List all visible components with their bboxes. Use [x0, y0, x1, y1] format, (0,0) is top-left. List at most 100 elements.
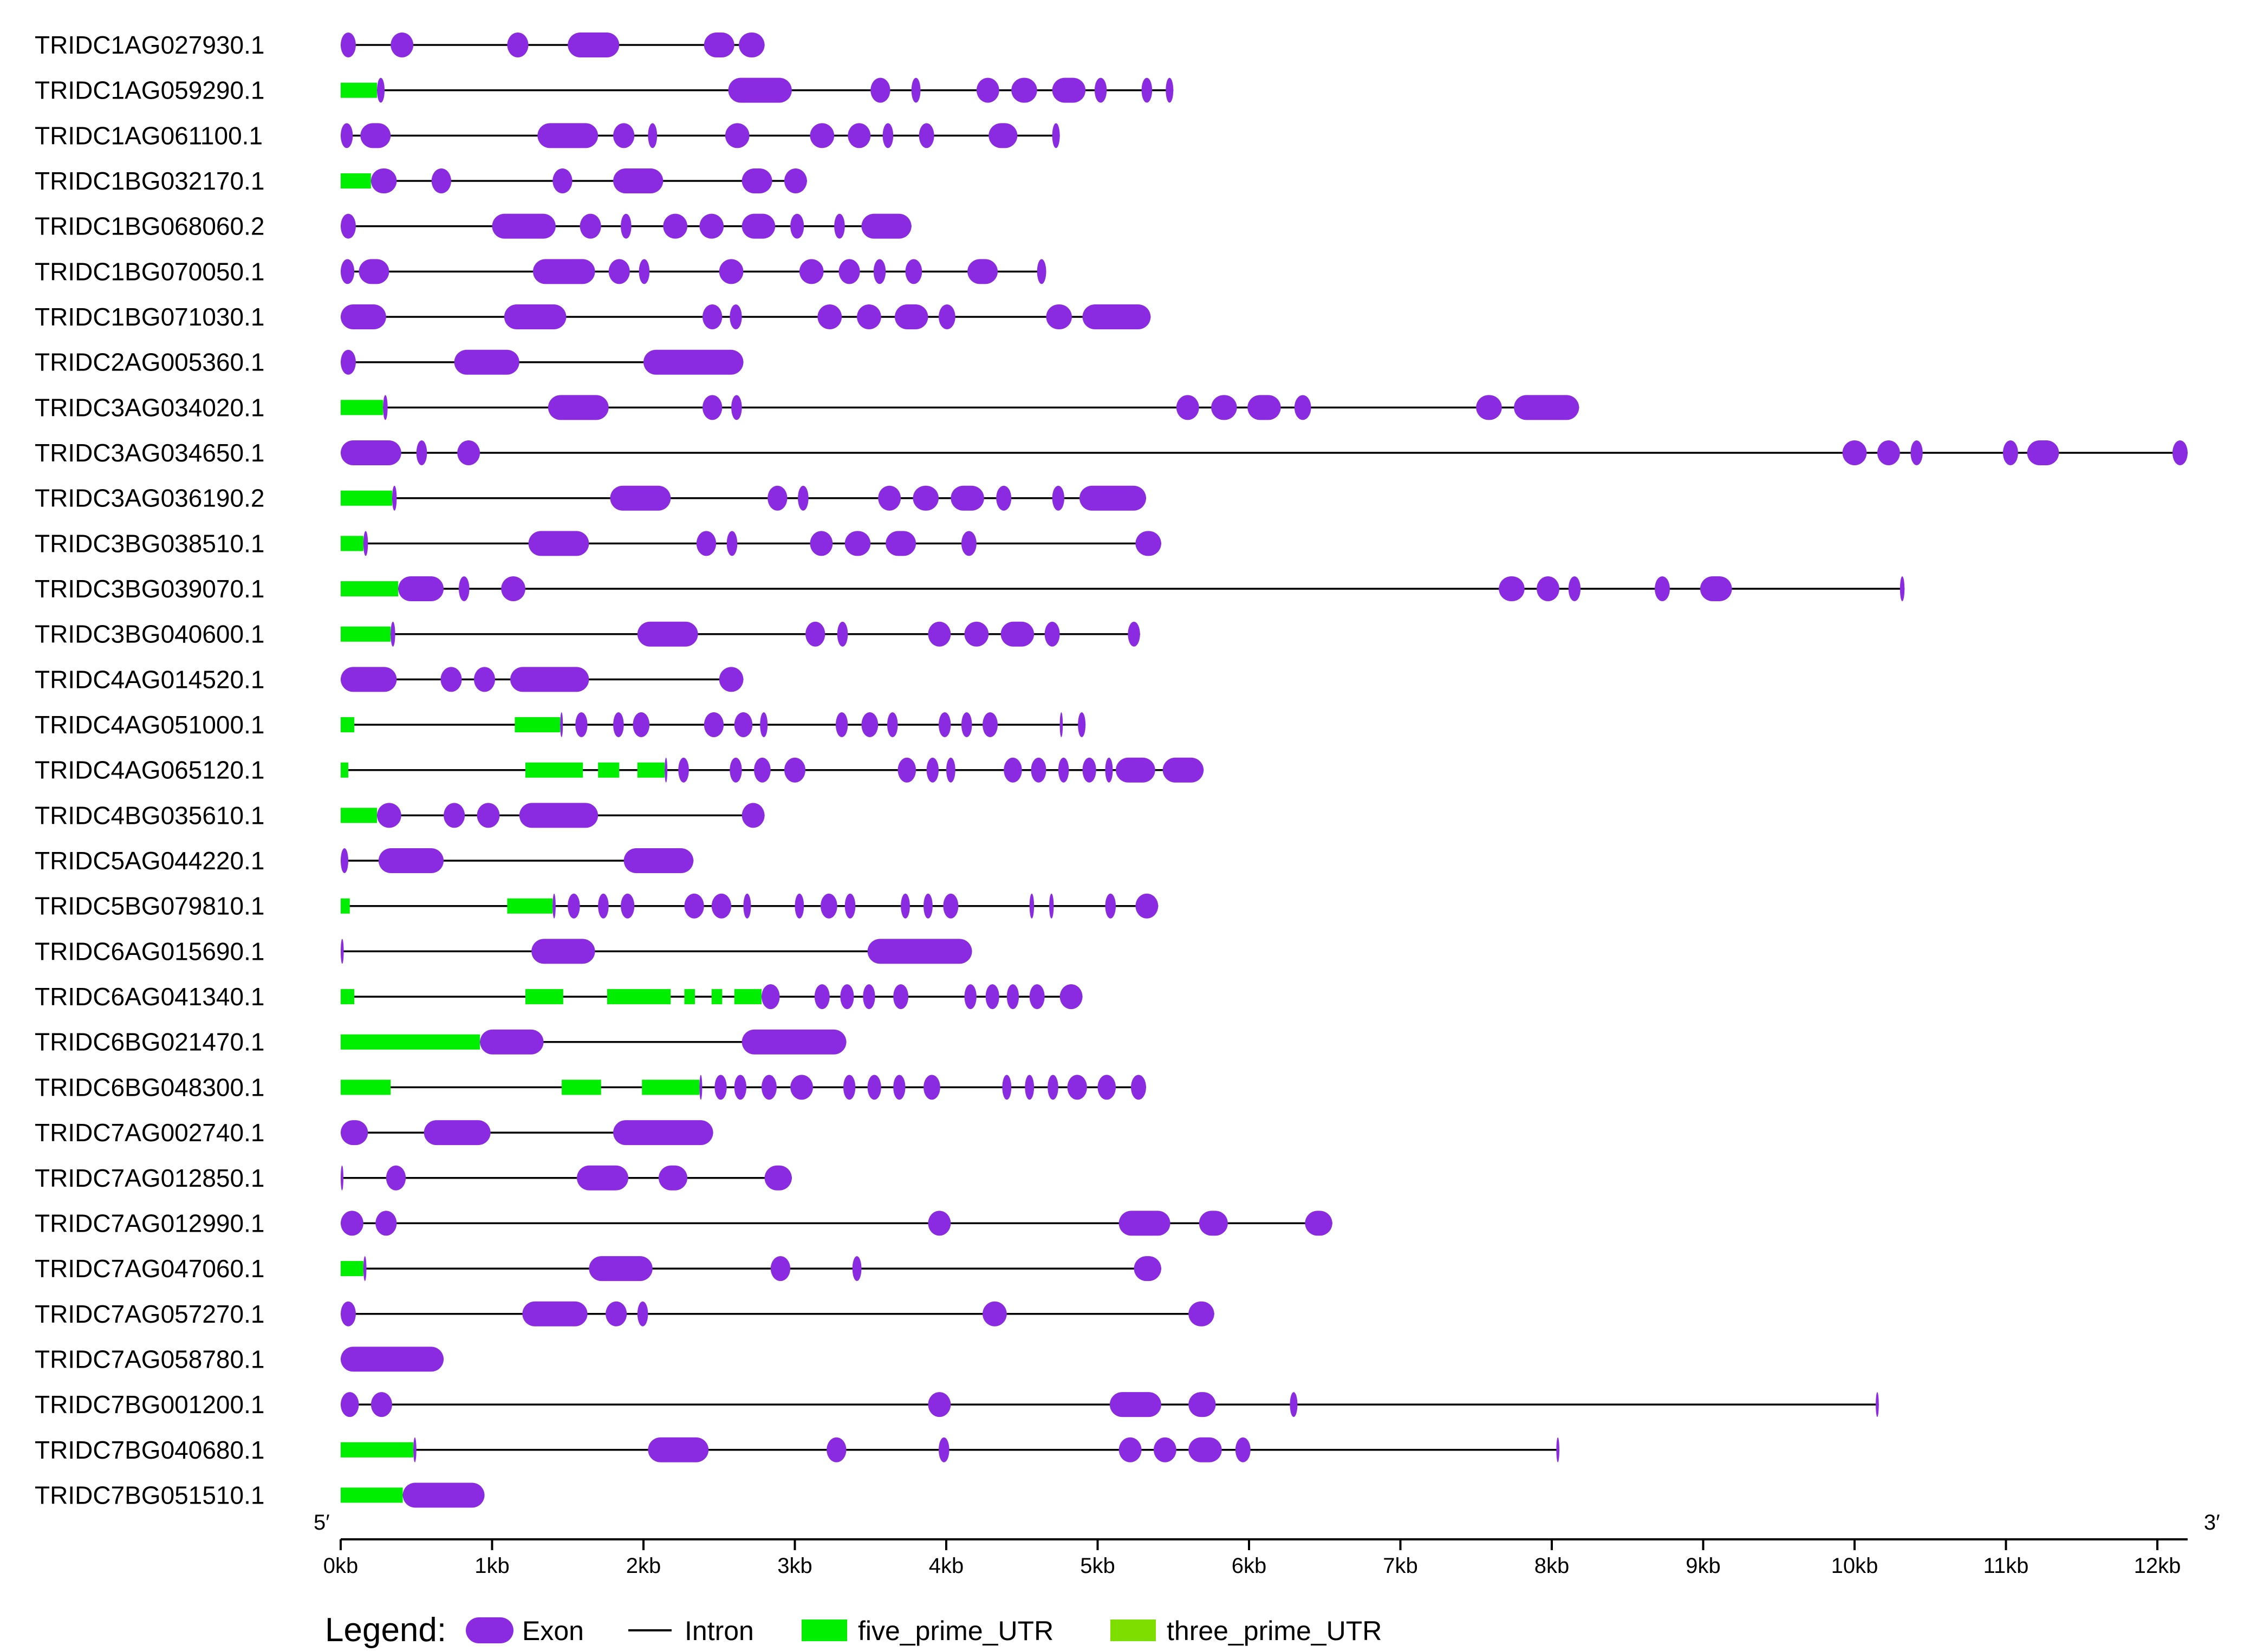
exon [1290, 1392, 1298, 1417]
gene-row: TRIDC1BG071030.1 [35, 303, 1151, 331]
exon [648, 1437, 709, 1462]
exon [1118, 1437, 1142, 1462]
axis-tick-label: 7kb [1383, 1554, 1418, 1578]
exon [1128, 621, 1140, 647]
exon [1078, 712, 1086, 738]
exon [341, 1120, 368, 1146]
exon [1556, 1437, 1559, 1462]
gene-row: TRIDC4AG065120.1 [35, 756, 1204, 784]
exon [878, 485, 901, 511]
exon [799, 259, 824, 284]
gene-row: TRIDC7BG051510.1 [35, 1481, 485, 1509]
exon [1046, 304, 1072, 330]
exon [1134, 1256, 1161, 1282]
exon [363, 531, 368, 556]
five-prime-utr [341, 989, 355, 1005]
gene-rows: TRIDC1AG027930.1 TRIDC1AG059290.1 TRIDC1AG… [35, 31, 2188, 1509]
exon [341, 939, 344, 964]
exon [964, 621, 989, 647]
exon [882, 123, 894, 148]
exon [532, 259, 595, 284]
exon [416, 440, 427, 466]
exon [810, 531, 833, 556]
exon [1211, 395, 1237, 420]
exon [1004, 757, 1022, 783]
five-prime-end-label: 5′ [314, 1511, 330, 1534]
five-prime-utr [341, 1079, 391, 1095]
gene-name-label: TRIDC3BG040600.1 [35, 620, 264, 648]
exon [742, 168, 772, 194]
exon [767, 485, 788, 511]
exon [1049, 893, 1054, 919]
legend-swatch-utr3 [1110, 1620, 1156, 1641]
exon [341, 440, 401, 466]
exon [613, 712, 624, 738]
gene-name-label: TRIDC6AG015690.1 [35, 937, 264, 965]
exon [457, 440, 480, 466]
exon [939, 712, 951, 738]
exon [1188, 1437, 1222, 1462]
gene-row: TRIDC5BG079810.1 [35, 892, 1159, 920]
exon [844, 531, 871, 556]
exon [608, 259, 630, 284]
axis-tick-label: 3kb [777, 1554, 812, 1578]
exon [633, 712, 650, 738]
exon [893, 1075, 906, 1100]
gene-name-label: TRIDC4BG035610.1 [35, 801, 264, 829]
exon [341, 32, 356, 57]
axis-tick-label: 10kb [1831, 1554, 1878, 1578]
exon [985, 984, 999, 1010]
exon [852, 1256, 862, 1282]
gene-row: TRIDC5AG044220.1 [35, 847, 694, 875]
five-prime-utr [341, 1487, 403, 1503]
exon [739, 32, 765, 57]
gene-name-label: TRIDC1BG032170.1 [35, 167, 264, 195]
exon [983, 1301, 1007, 1326]
exon [1109, 1392, 1161, 1417]
exon [790, 213, 804, 239]
exon [370, 168, 397, 194]
exon [861, 213, 912, 239]
exon [887, 712, 898, 738]
exon [730, 304, 742, 330]
gene-row: TRIDC7AG012990.1 [35, 1209, 1332, 1237]
axis-tick-label: 12kb [2134, 1554, 2181, 1578]
exon [341, 1165, 343, 1191]
gene-row: TRIDC7AG002740.1 [35, 1118, 713, 1147]
legend-item-intron: Intron [628, 1616, 754, 1646]
gene-name-label: TRIDC2AG005360.1 [35, 348, 264, 376]
exon [1031, 757, 1046, 783]
exon [843, 1075, 856, 1100]
gene-row: TRIDC3BG039070.1 [35, 575, 1905, 603]
exon [375, 1211, 397, 1236]
exon [1476, 395, 1502, 420]
exon [923, 893, 933, 919]
gene-row: TRIDC3AG034020.1 [35, 393, 1579, 421]
gene-row: TRIDC1BG068060.2 [35, 212, 912, 240]
exon [790, 1075, 814, 1100]
exon [961, 712, 972, 738]
exon [1052, 77, 1086, 103]
exon [838, 259, 860, 284]
exon [886, 531, 916, 556]
gene-name-label: TRIDC3AG034650.1 [35, 439, 264, 467]
axis-tick-label: 0kb [323, 1554, 359, 1578]
exon [742, 213, 776, 239]
exon [1910, 440, 1923, 466]
exon [1037, 259, 1046, 284]
exon [834, 213, 845, 239]
gene-row: TRIDC7BG001200.1 [35, 1390, 1879, 1419]
gene-name-label: TRIDC7BG040680.1 [35, 1436, 264, 1464]
exon [867, 939, 972, 964]
exon [762, 1075, 777, 1100]
exon [939, 1437, 949, 1462]
gene-row: TRIDC1BG070050.1 [35, 257, 1046, 285]
gene-name-label: TRIDC3AG036190.2 [35, 484, 264, 512]
exon [580, 213, 601, 239]
exon [2027, 440, 2059, 466]
exon [639, 259, 650, 284]
gene-row: TRIDC7AG012850.1 [35, 1164, 792, 1192]
exon [363, 1256, 367, 1282]
exon [621, 893, 635, 919]
